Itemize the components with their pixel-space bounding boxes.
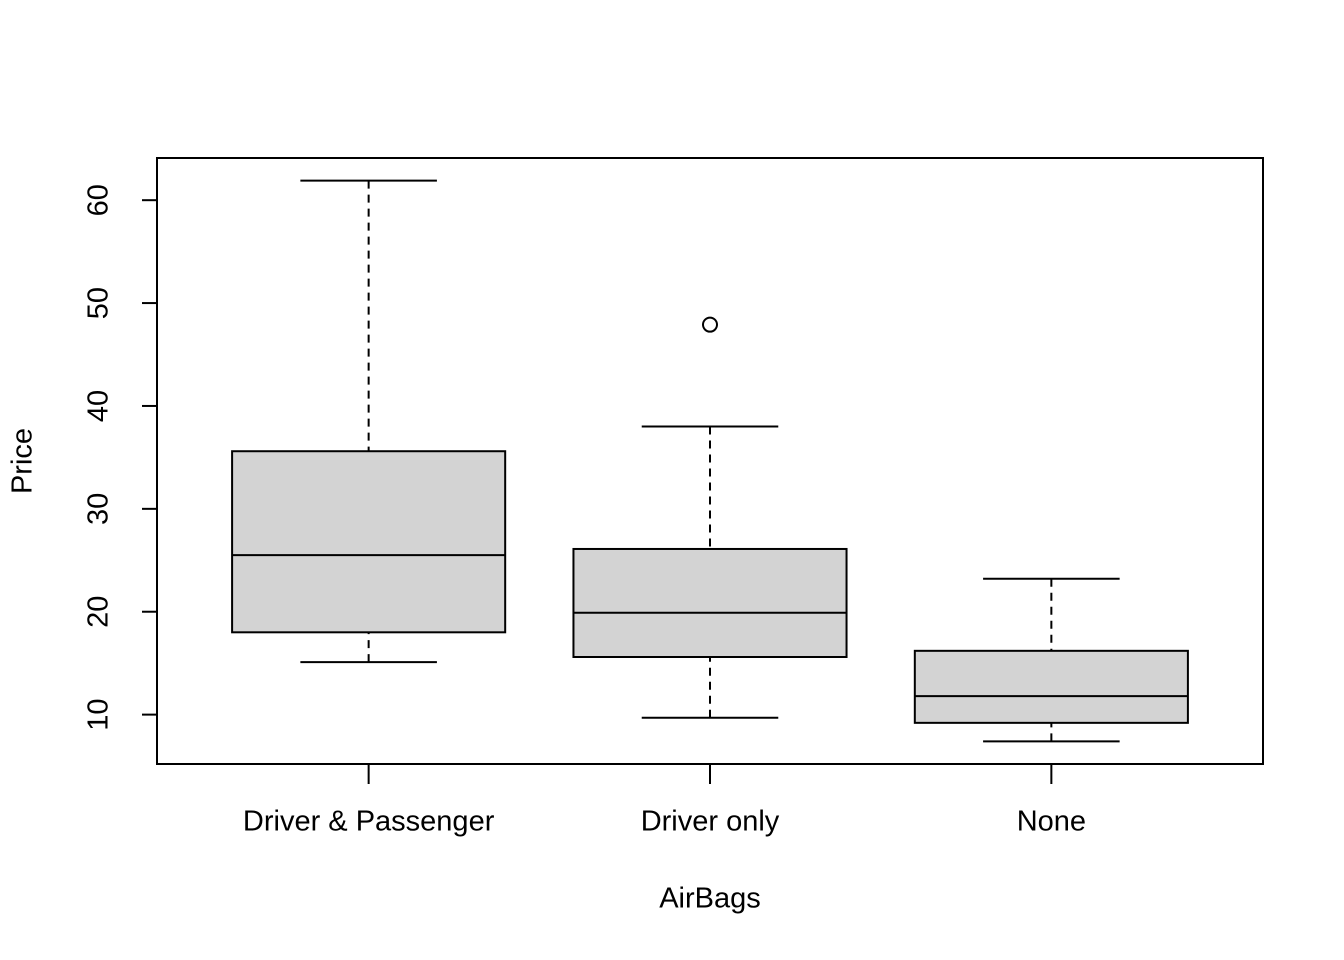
x-tick-label: Driver only	[641, 806, 780, 838]
x-tick-label: None	[1017, 806, 1086, 838]
box	[913, 649, 1189, 724]
y-tick-label: 40	[83, 390, 115, 422]
y-tick-label: 50	[83, 287, 115, 319]
y-tick-label: 10	[83, 698, 115, 730]
box	[231, 450, 507, 634]
y-tick-label: 60	[83, 184, 115, 216]
x-axis-label: AirBags	[659, 883, 761, 915]
y-tick-label: 30	[83, 493, 115, 525]
outlier	[702, 316, 718, 333]
y-tick-label: 20	[83, 596, 115, 628]
box	[572, 547, 848, 658]
x-tick-label: Driver & Passenger	[243, 806, 495, 838]
y-axis-label: Price	[7, 428, 39, 494]
